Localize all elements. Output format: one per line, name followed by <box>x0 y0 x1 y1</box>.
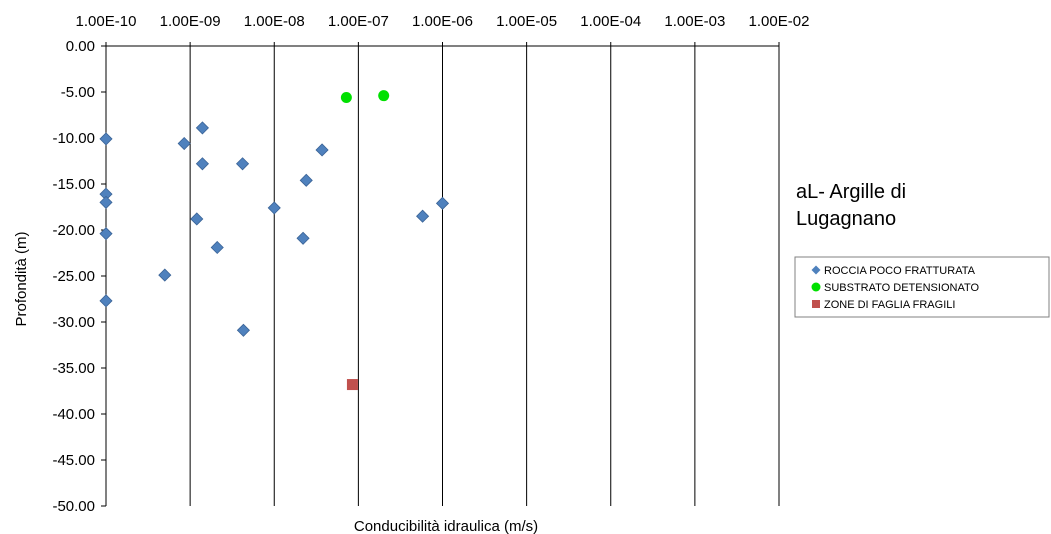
y-tick-label: -40.00 <box>52 406 95 423</box>
chart-title: aL- Argille di Lugagnano <box>796 181 906 230</box>
data-point-diamond <box>235 157 250 171</box>
legend-label: ROCCIA POCO FRATTURATA <box>824 265 976 277</box>
x-tick-label: 1.00E-10 <box>76 13 137 30</box>
data-point-diamond <box>99 132 113 146</box>
y-tick-label: -15.00 <box>52 176 95 193</box>
data-point-diamond <box>99 227 113 241</box>
data-point-diamond <box>99 195 113 209</box>
legend-label: ZONE DI FAGLIA FRAGILI <box>824 299 955 311</box>
y-tick-label: -25.00 <box>52 268 95 285</box>
y-tick-label: -50.00 <box>52 498 95 515</box>
data-point-diamond <box>236 323 250 337</box>
x-tick-label: 1.00E-03 <box>664 13 725 30</box>
x-tick-label: 1.00E-05 <box>496 13 557 30</box>
data-point-diamond <box>177 136 191 151</box>
data-point-diamond <box>416 209 430 223</box>
legend-box <box>794 256 1050 318</box>
legend-marker-circle <box>811 282 821 292</box>
data-point-circle <box>340 92 352 104</box>
x-tick-label: 1.00E-02 <box>749 13 810 30</box>
y-tick-labels: 0.00 -5.00 -10.00 -15.00 -20.00 -25.00 -30.00 -… <box>52 38 95 515</box>
data-point-diamond <box>299 173 313 187</box>
legend-label: SUBSTRATO DETENSIONATO <box>824 282 979 294</box>
y-tick-label: -35.00 <box>52 360 95 377</box>
chart-title-line: Lugagnano <box>796 208 896 230</box>
x-tick-label: 1.00E-08 <box>244 13 305 30</box>
legend-marker-square <box>812 300 820 308</box>
y-axis-title: Profondità (m) <box>13 231 30 326</box>
data-point-square <box>346 379 358 391</box>
x-tick-label: 1.00E-04 <box>580 13 641 30</box>
data-point-diamond <box>267 201 281 215</box>
y-tick-label: -30.00 <box>52 314 95 331</box>
data-point-diamond <box>296 231 310 245</box>
x-tick-label: 1.00E-09 <box>160 13 221 30</box>
data-point-diamond <box>195 121 209 135</box>
y-tick-label: -10.00 <box>52 130 95 147</box>
data-point-diamond <box>158 268 172 282</box>
data-point-diamond <box>315 143 329 157</box>
x-axis-title: Conducibilità idraulica (m/s) <box>354 518 538 534</box>
data-point-diamond <box>210 240 224 255</box>
y-tick-label: -45.00 <box>52 452 95 469</box>
data-point-diamond <box>195 157 209 171</box>
x-tick-label: 1.00E-06 <box>412 13 473 30</box>
y-tick-label: -5.00 <box>61 84 95 101</box>
legend-marker-diamond <box>811 265 821 275</box>
grid <box>189 46 780 506</box>
x-tick-labels: 1.00E-10 1.00E-09 1.00E-08 1.00E-07 1.00E-06… <box>76 13 810 30</box>
data-point-diamond <box>435 196 450 210</box>
y-tick-label: 0.00 <box>66 38 95 55</box>
legend: ROCCIA POCO FRATTURATA SUBSTRATO DETENSIO… <box>794 256 1050 318</box>
axes <box>101 42 780 507</box>
data-point-diamond <box>190 212 204 226</box>
data-points <box>99 90 450 391</box>
y-tick-label: -20.00 <box>52 222 95 239</box>
data-point-circle <box>378 90 390 102</box>
data-point-diamond <box>99 294 113 308</box>
chart-title-line: aL- Argille di <box>796 181 906 203</box>
x-tick-label: 1.00E-07 <box>328 13 389 30</box>
